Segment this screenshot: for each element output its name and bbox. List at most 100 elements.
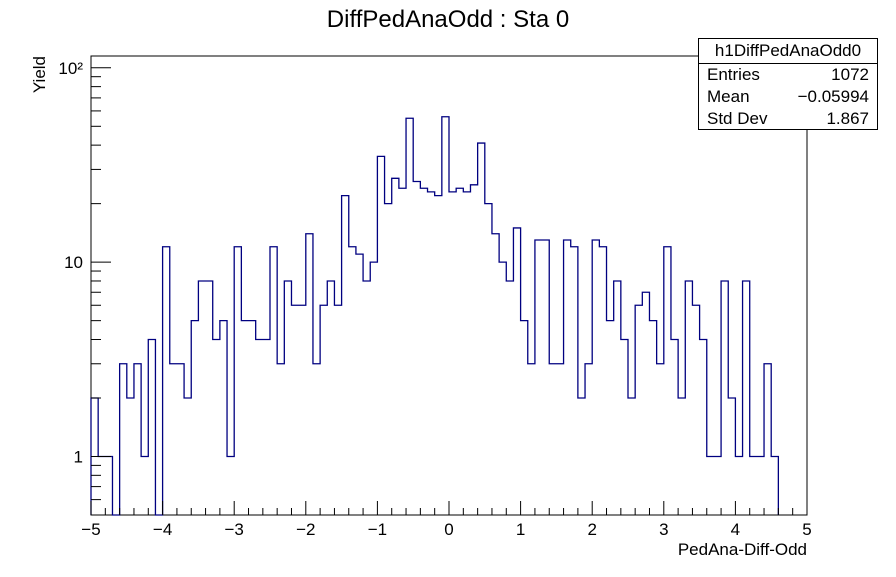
histogram-bin [198, 281, 205, 515]
histogram-bin [556, 364, 563, 515]
histogram-bin [320, 305, 327, 515]
histogram-bin [263, 339, 270, 515]
histogram-bin [771, 456, 778, 515]
histogram-bin [291, 305, 298, 515]
histogram-bin [399, 188, 406, 515]
histogram-bin [170, 364, 177, 515]
stats-histogram-name: h1DiffPedAnaOdd0 [699, 39, 877, 64]
histogram-bin [757, 456, 764, 515]
stats-row-mean: Mean −0.05994 [699, 86, 877, 108]
histogram-bin [564, 240, 571, 515]
chart-title: DiffPedAnaOdd : Sta 0 [326, 6, 570, 33]
x-tick-label: 1 [516, 520, 525, 539]
stats-row-stddev: Std Dev 1.867 [699, 108, 877, 130]
histogram-bin [313, 364, 320, 515]
histogram-bin [521, 321, 528, 515]
stats-stddev-value: 1.867 [826, 109, 869, 128]
histogram-line [90, 116, 780, 516]
histogram-bin [542, 240, 549, 515]
stats-mean-value: −0.05994 [797, 87, 869, 106]
histogram-bin [592, 240, 599, 515]
histogram-bin [664, 247, 671, 515]
histogram-bin [692, 305, 699, 515]
histogram-bin [607, 321, 614, 515]
histogram-bin [428, 192, 435, 515]
histogram-bin [277, 364, 284, 515]
histogram-bin [513, 228, 520, 515]
histogram-bin [120, 364, 127, 515]
histogram-bin [392, 178, 399, 515]
histogram-bin [678, 398, 685, 515]
histogram-bin [342, 196, 349, 515]
stats-entries-value: 1072 [831, 65, 869, 84]
histogram-bin [743, 281, 750, 515]
histogram-bin [470, 185, 477, 515]
x-tick-label: −5 [81, 520, 100, 539]
histogram-bin [191, 321, 198, 515]
histogram-bin [177, 364, 184, 515]
histogram-bin [105, 456, 112, 515]
histogram-bin [599, 247, 606, 515]
histogram-bin [406, 118, 413, 515]
histogram-bin [413, 181, 420, 515]
histogram-bin [499, 262, 506, 515]
histogram-bin [299, 305, 306, 515]
histogram-bin [356, 254, 363, 515]
histogram-bin [456, 188, 463, 515]
histogram-bin [141, 456, 148, 515]
histogram-bin [256, 339, 263, 515]
histogram-bin [435, 196, 442, 515]
histogram-bin [134, 364, 141, 515]
histogram-bin [621, 339, 628, 515]
histogram-bin [234, 247, 241, 515]
histogram-bin [463, 192, 470, 515]
histogram-bin [206, 281, 213, 515]
histogram-bin [184, 398, 191, 515]
stats-stddev-label: Std Dev [707, 109, 768, 128]
histogram-bin [721, 281, 728, 515]
histogram-bin [327, 281, 334, 515]
stats-row-entries: Entries 1072 [699, 64, 877, 86]
histogram-bin [227, 456, 234, 515]
histogram-bin [334, 305, 341, 515]
histogram-bin [442, 117, 449, 515]
histogram-bin [127, 398, 134, 515]
x-tick-label: −3 [225, 520, 244, 539]
x-tick-label: −1 [368, 520, 387, 539]
stats-box: h1DiffPedAnaOdd0 Entries 1072 Mean −0.05… [698, 38, 878, 130]
histogram-bin [492, 234, 499, 515]
x-tick-label: 5 [802, 520, 811, 539]
histogram-bin [535, 240, 542, 515]
histogram-bin [385, 204, 392, 515]
histogram-bin [585, 364, 592, 515]
x-tick-label: 3 [659, 520, 668, 539]
histogram-bin [478, 143, 485, 515]
stats-mean-label: Mean [707, 87, 750, 106]
histogram-bin [707, 456, 714, 515]
histogram-bin [163, 247, 170, 515]
histogram-bin [220, 321, 227, 515]
histogram-bin [249, 321, 256, 515]
stats-entries-label: Entries [707, 65, 760, 84]
histogram-bin [241, 321, 248, 515]
y-axis-label: Yield [30, 56, 49, 93]
histogram-bin [671, 339, 678, 515]
histogram-bin [764, 364, 771, 515]
histogram-bin [578, 398, 585, 515]
histogram-bin [714, 456, 721, 515]
histogram-bin [306, 234, 313, 515]
histogram-bin [628, 398, 635, 515]
y-tick-label: 10 [64, 253, 83, 272]
x-tick-label: 0 [444, 520, 453, 539]
histogram-bin [349, 247, 356, 515]
histogram-bin [614, 281, 621, 515]
histogram-bin [685, 281, 692, 515]
histogram-bin [420, 188, 427, 515]
histogram-bin [148, 339, 155, 515]
histogram-bin [506, 281, 513, 515]
histogram-bin [750, 456, 757, 515]
x-tick-label: 2 [587, 520, 596, 539]
histogram-bin [657, 364, 664, 515]
